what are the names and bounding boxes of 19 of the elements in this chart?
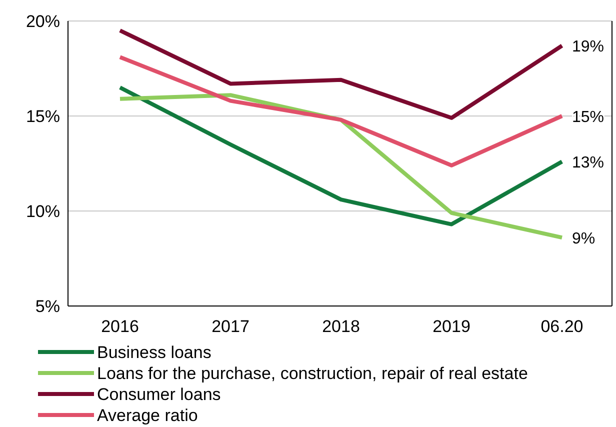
- x-tick-label: 2017: [212, 317, 250, 336]
- data-label: 9%: [572, 230, 596, 248]
- data-label: 13%: [572, 154, 604, 172]
- y-tick-label: 15%: [26, 107, 60, 126]
- x-tick-label: 2018: [322, 317, 360, 336]
- x-tick-label: 2019: [432, 317, 470, 336]
- y-tick-label: 5%: [35, 297, 60, 316]
- x-tick-label: 06.20: [540, 317, 584, 336]
- legend-label: Consumer loans: [97, 385, 221, 404]
- data-label: 15%: [572, 109, 604, 126]
- line-series: [118, 55, 564, 168]
- y-tick-label: 20%: [26, 12, 60, 31]
- legend-label: Average ratio: [97, 406, 198, 425]
- line-series: [118, 28, 564, 120]
- legend-label: Loans for the purchase, construction, repair of real estate: [97, 364, 528, 383]
- x-tick-label: 2016: [101, 317, 139, 336]
- y-tick-label: 10%: [26, 202, 60, 221]
- legend-label: Business loans: [97, 343, 212, 362]
- data-label: 19%: [572, 38, 604, 56]
